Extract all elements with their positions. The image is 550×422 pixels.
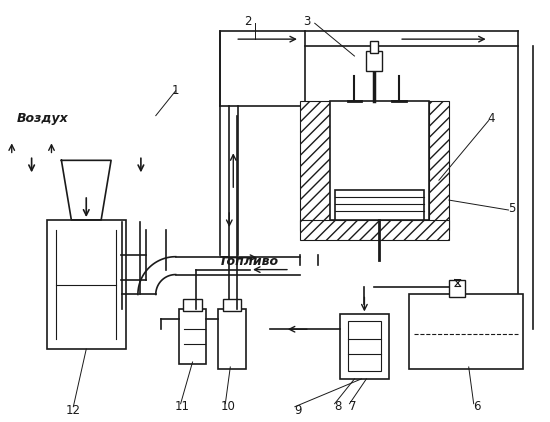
Text: 10: 10 (221, 400, 236, 413)
Text: 8: 8 (334, 400, 341, 413)
Bar (334, 190, 424, 220)
Text: Воздух: Воздух (16, 112, 68, 125)
Text: 4: 4 (488, 112, 496, 125)
Bar (300, 220, 449, 240)
Bar (221, 31, 305, 105)
Bar (183, 300, 202, 311)
Bar (366, 51, 382, 71)
Text: 1: 1 (172, 84, 179, 97)
Text: 12: 12 (66, 404, 81, 417)
Bar (370, 41, 378, 53)
Text: Топливо: Топливо (218, 255, 278, 268)
Bar (47, 220, 126, 349)
Text: 9: 9 (294, 404, 301, 417)
Bar (339, 314, 389, 379)
Bar (409, 295, 524, 369)
Bar (300, 101, 329, 230)
Text: 3: 3 (303, 15, 311, 28)
Text: 2: 2 (244, 15, 252, 28)
Text: 7: 7 (349, 400, 356, 413)
Text: 5: 5 (508, 202, 515, 214)
Text: 6: 6 (473, 400, 480, 413)
Bar (179, 309, 206, 364)
Text: 11: 11 (175, 400, 190, 413)
Bar (429, 101, 449, 230)
Bar (449, 279, 465, 298)
Bar (223, 300, 241, 311)
Bar (218, 309, 246, 369)
Bar (348, 321, 381, 371)
Bar (329, 101, 429, 220)
